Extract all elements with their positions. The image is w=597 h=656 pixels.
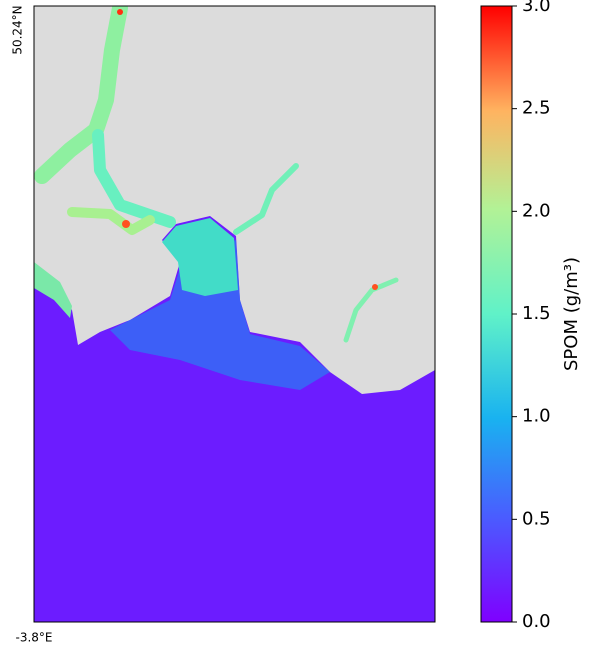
- rivers: [34, 6, 399, 343]
- hotspot: [122, 220, 130, 228]
- lon-label: -3.8°E: [16, 631, 53, 645]
- colorbar: [480, 5, 513, 623]
- hotspot: [117, 9, 123, 15]
- colorbar-tick-label: 2.0: [522, 200, 551, 221]
- colorbar-tick-label: 1.5: [522, 303, 551, 324]
- colorbar-tick-label: 0.0: [522, 611, 551, 632]
- colorbar-tick-label: 1.0: [522, 406, 551, 427]
- hotspot: [372, 284, 378, 290]
- nearshore: [110, 240, 330, 390]
- map: [34, 6, 435, 622]
- colorbar-tick-label: 0.5: [522, 508, 551, 529]
- lat-label: 50.24°N: [11, 5, 25, 54]
- west-shore: [34, 262, 72, 318]
- sea: [34, 216, 435, 622]
- colorbar-label: SPOM (g/m³): [561, 257, 582, 371]
- estuary: [162, 218, 238, 296]
- colorbar-tick-label: 2.5: [522, 98, 551, 119]
- colorbar-tick-label: 3.0: [522, 0, 551, 16]
- map-frame: [33, 5, 436, 623]
